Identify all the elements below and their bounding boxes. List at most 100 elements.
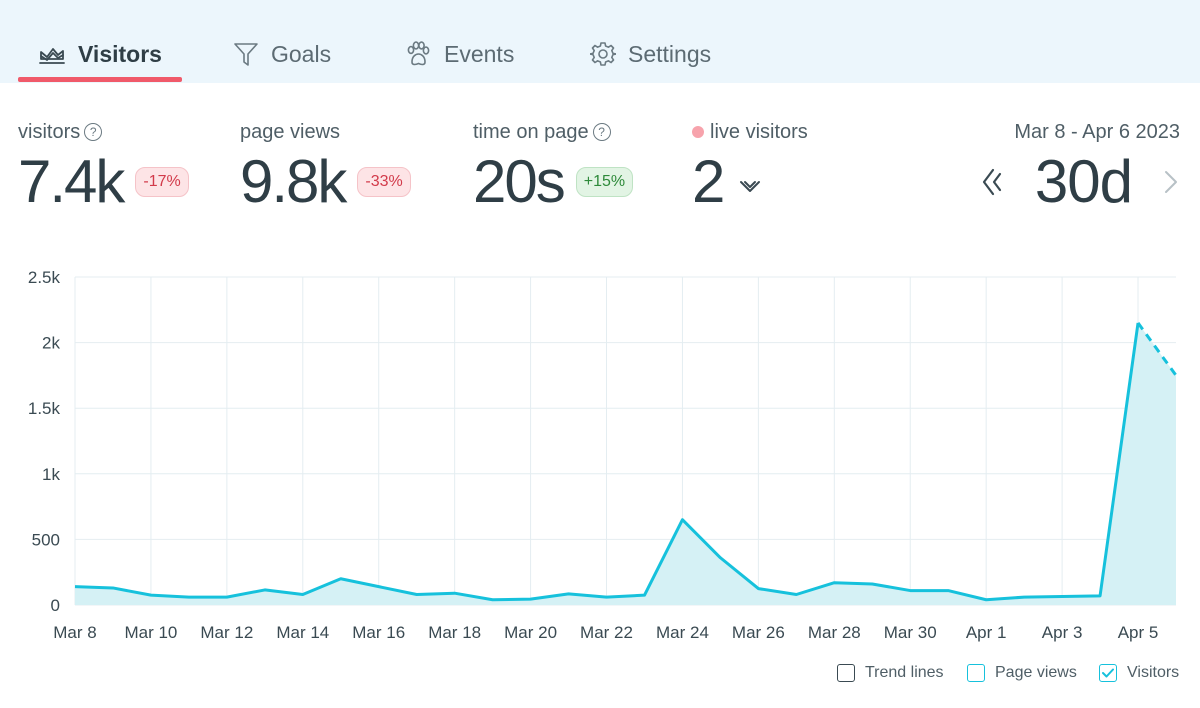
filter-funnel-icon [234, 43, 258, 66]
x-tick-label: Mar 26 [732, 623, 785, 642]
tab-events-label: Events [444, 40, 515, 67]
legend-page-views-label: Page views [995, 664, 1077, 681]
y-tick-label: 2.5k [28, 268, 61, 287]
data-point [528, 596, 534, 602]
data-point [300, 592, 306, 598]
x-tick-label: Mar 22 [580, 623, 633, 642]
x-tick-label: Mar 20 [504, 623, 557, 642]
stat-time-on-page-label: time on page [473, 120, 589, 143]
visitors-line-projection [1136, 322, 1178, 377]
x-tick-label: Mar 28 [808, 623, 861, 642]
stat-visitors-label: visitors [18, 120, 81, 143]
x-tick-label: Apr 3 [1042, 623, 1083, 642]
data-point [224, 594, 230, 600]
date-range-label: Mar 8 - Apr 6 2023 [1014, 121, 1180, 143]
data-point [604, 594, 610, 600]
data-point [755, 586, 761, 592]
data-point [72, 584, 78, 590]
visitors-line [74, 322, 1140, 602]
paw-icon [407, 41, 430, 66]
x-tick-label: Mar 24 [656, 623, 709, 642]
visitors-checkbox[interactable] [1099, 664, 1117, 682]
stat-time-on-page: time on page ? 20s +15% [473, 118, 634, 215]
x-tick-label: Apr 5 [1118, 623, 1159, 642]
data-point [1021, 594, 1027, 600]
legend-trend-lines-label: Trend lines [865, 664, 944, 681]
y-tick-label: 1.5k [28, 399, 61, 418]
stat-page-views-value: 9.8k [240, 148, 347, 215]
legend-visitors-label: Visitors [1127, 664, 1180, 681]
data-point [1135, 320, 1141, 326]
y-tick-label: 2k [42, 334, 60, 353]
help-icon[interactable]: ? [592, 123, 611, 141]
stat-visitors-value: 7.4k [18, 148, 125, 215]
stat-time-on-page-value: 20s [473, 148, 566, 215]
data-point [831, 580, 837, 586]
chevron-down-icon[interactable] [739, 180, 761, 194]
page-views-checkbox[interactable] [967, 664, 985, 682]
data-point [338, 576, 344, 582]
x-tick-label: Mar 18 [428, 623, 481, 642]
data-point [1173, 372, 1179, 378]
legend-visitors[interactable]: Visitors [1099, 664, 1179, 682]
data-point [679, 517, 685, 523]
stat-page-views-label: page views [240, 120, 341, 143]
date-range-value: 30d [1034, 148, 1133, 215]
tab-settings[interactable]: Settings [590, 34, 711, 74]
data-point [945, 588, 951, 594]
stat-live-visitors-value: 2 [692, 148, 725, 215]
legend-page-views[interactable]: Page views [967, 664, 1077, 682]
data-point [869, 581, 875, 587]
data-point [376, 584, 382, 590]
chevron-left-icon[interactable] [981, 168, 1003, 196]
visitors-chart-icon [39, 48, 65, 64]
live-dot-icon [692, 126, 704, 138]
tab-bar: Visitors Goals Events Settings [0, 0, 1200, 83]
visitors-chart: 0 500 1k 1.5k 2k 2.5k Mar 8 Mar 10 Mar 12 Mar 14 M… [28, 268, 1179, 642]
y-tick-label: 0 [51, 596, 60, 615]
x-tick-label: Mar 30 [884, 623, 937, 642]
stat-visitors-change: -17% [135, 167, 189, 197]
active-tab-indicator [18, 77, 182, 82]
x-tick-label: Mar 16 [352, 623, 405, 642]
stat-live-visitors: live visitors 2 [692, 118, 808, 214]
data-point [641, 592, 647, 598]
data-point [452, 590, 458, 596]
tab-settings-label: Settings [628, 40, 712, 67]
x-tick-label: Mar 10 [124, 623, 177, 642]
date-range: Mar 8 - Apr 6 2023 30d [981, 118, 1180, 214]
x-tick-label: Mar 8 [53, 623, 96, 642]
data-point [717, 555, 723, 561]
trend-lines-checkbox[interactable] [837, 664, 855, 682]
data-point [1059, 593, 1065, 599]
x-tick-label: Apr 1 [966, 623, 1007, 642]
tab-events[interactable]: Events [404, 34, 514, 74]
x-tick-label: Mar 12 [200, 623, 253, 642]
data-point [262, 587, 268, 593]
y-tick-label: 1k [42, 465, 60, 484]
stat-live-visitors-label: live visitors [710, 120, 808, 143]
data-point [148, 592, 154, 598]
tab-visitors-label: Visitors [78, 40, 162, 67]
stat-page-views-change: -33% [357, 167, 411, 197]
data-point [907, 588, 913, 594]
data-point [490, 597, 496, 603]
data-point [414, 592, 420, 598]
tab-goals[interactable]: Goals [233, 34, 331, 74]
x-tick-label: Mar 14 [276, 623, 329, 642]
data-point [566, 591, 572, 597]
chevron-right-icon[interactable] [1162, 168, 1180, 196]
data-point [983, 597, 989, 603]
stat-page-views: page views 9.8k -33% [240, 118, 411, 214]
data-point [1097, 593, 1103, 599]
gear-icon [590, 42, 616, 66]
tab-visitors[interactable]: Visitors [38, 34, 162, 74]
legend-trend-lines[interactable]: Trend lines [837, 664, 944, 682]
help-icon[interactable]: ? [84, 123, 103, 141]
visitors-area [75, 322, 1176, 605]
tab-goals-label: Goals [271, 40, 332, 67]
y-tick-label: 500 [32, 530, 60, 549]
data-point [186, 594, 192, 600]
check-icon [1102, 668, 1114, 678]
stat-time-on-page-change: +15% [575, 167, 634, 197]
